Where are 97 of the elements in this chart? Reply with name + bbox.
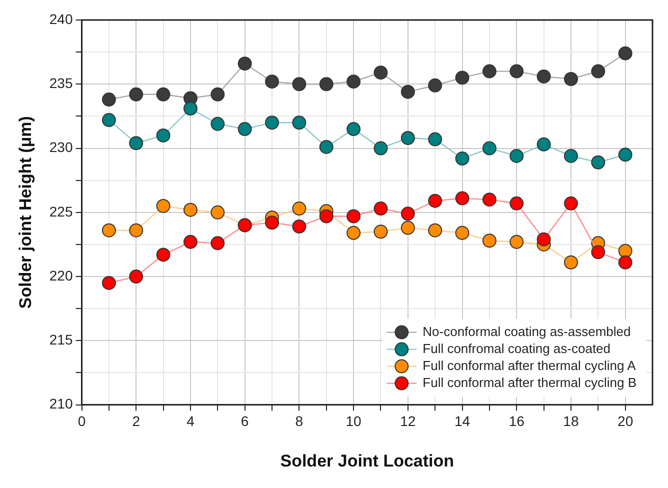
point xyxy=(156,87,170,102)
point xyxy=(346,74,361,89)
point xyxy=(618,46,632,60)
point xyxy=(428,194,442,208)
legend-label: Full confromal coating as-coated xyxy=(422,340,611,356)
x-tick-label: 2 xyxy=(132,413,140,430)
point xyxy=(482,192,496,207)
legend-label: No-conformal coating as-assembled xyxy=(422,324,631,339)
point xyxy=(319,209,334,224)
point xyxy=(455,152,470,166)
y-tick-label: 220 xyxy=(49,267,73,284)
point xyxy=(265,74,280,89)
point xyxy=(129,136,144,150)
point xyxy=(210,116,225,131)
point xyxy=(455,191,470,206)
point xyxy=(292,202,306,216)
point xyxy=(265,216,280,230)
point xyxy=(455,226,470,240)
point xyxy=(210,87,225,102)
point xyxy=(618,148,632,162)
point xyxy=(210,205,225,220)
point xyxy=(428,78,442,92)
y-tick-label: 230 xyxy=(49,139,73,156)
point xyxy=(536,69,551,84)
point xyxy=(102,276,116,290)
point xyxy=(510,234,524,249)
x-tick-label: 18 xyxy=(563,413,579,430)
point xyxy=(102,223,116,238)
point xyxy=(129,87,144,102)
x-tick-label: 6 xyxy=(240,413,249,430)
point xyxy=(428,132,442,146)
point xyxy=(238,56,252,71)
x-tick-label: 0 xyxy=(78,413,86,430)
point xyxy=(102,113,116,128)
y-tick-label: 225 xyxy=(49,203,73,220)
point xyxy=(129,270,144,284)
x-tick-label: 4 xyxy=(186,413,195,430)
legend-label: Full conformal after thermal cycling B xyxy=(422,374,637,390)
point xyxy=(482,234,496,248)
point xyxy=(536,137,551,152)
x-tick-label: 12 xyxy=(400,413,416,430)
point xyxy=(183,102,198,116)
point xyxy=(156,248,170,262)
point xyxy=(400,131,415,146)
point xyxy=(400,220,415,235)
point xyxy=(292,77,306,92)
point xyxy=(319,77,334,92)
y-tick-label: 215 xyxy=(49,332,73,348)
point xyxy=(591,155,606,170)
point xyxy=(156,198,170,213)
point xyxy=(591,64,606,78)
point xyxy=(618,244,632,258)
point xyxy=(510,64,524,78)
point xyxy=(591,245,606,260)
point xyxy=(510,196,524,210)
point xyxy=(292,116,306,130)
legend-label: Full conformal after thermal cycling A xyxy=(422,358,636,373)
x-tick-label: 10 xyxy=(346,413,362,430)
point xyxy=(265,116,280,130)
x-tick-label: 8 xyxy=(295,413,304,430)
point xyxy=(292,220,306,234)
y-tick-label: 240 xyxy=(49,10,73,27)
point xyxy=(319,140,334,154)
point xyxy=(564,255,578,270)
point xyxy=(374,224,388,239)
point xyxy=(183,234,198,249)
point xyxy=(210,236,225,250)
point xyxy=(102,92,116,107)
point xyxy=(536,232,551,246)
x-tick-label: 14 xyxy=(454,413,470,430)
y-tick-label: 235 xyxy=(49,74,73,91)
point xyxy=(346,209,361,224)
point xyxy=(129,223,144,238)
point xyxy=(238,122,252,136)
point xyxy=(346,122,361,136)
point xyxy=(346,226,361,240)
point xyxy=(564,196,578,210)
point xyxy=(400,206,415,221)
point xyxy=(455,70,470,85)
point xyxy=(564,72,578,86)
point xyxy=(183,202,198,217)
x-tick-label: 16 xyxy=(508,413,525,430)
point xyxy=(400,84,415,99)
y-tick-label: 210 xyxy=(49,396,73,412)
point xyxy=(428,223,442,238)
point xyxy=(618,255,632,270)
point xyxy=(374,66,388,80)
x-tick-label: 20 xyxy=(618,413,634,430)
x-axis-title: Solder Joint Location xyxy=(280,451,454,470)
point xyxy=(374,202,388,216)
point xyxy=(482,141,496,156)
point xyxy=(374,141,388,156)
point xyxy=(482,64,496,78)
y-axis-title: Solder joint Height (μm) xyxy=(16,116,35,309)
point xyxy=(564,148,578,163)
point xyxy=(510,148,524,163)
point xyxy=(156,128,170,142)
